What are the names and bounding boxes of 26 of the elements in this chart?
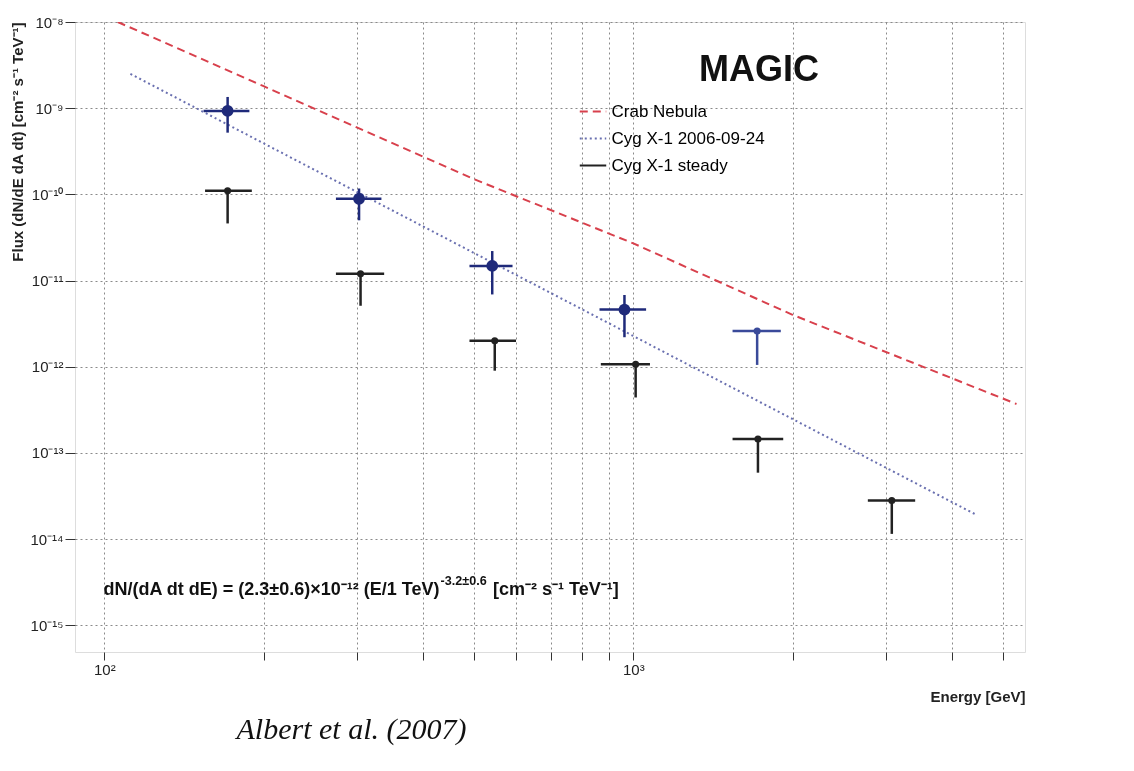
y-tick-label: 10⁻⁸ bbox=[35, 13, 64, 31]
y-axis-title: Flux (dN/dE dA dt) [cm⁻² s⁻¹ TeV⁻¹] bbox=[9, 22, 27, 262]
point bbox=[618, 303, 631, 316]
point bbox=[224, 187, 232, 195]
text: MAGIC bbox=[699, 48, 819, 89]
y-tick-label: 10⁻¹⁵ bbox=[30, 616, 64, 634]
legend-label: Cyg X-1 steady bbox=[611, 155, 729, 175]
legend-label: Cyg X-1 2006-09-24 bbox=[611, 128, 765, 148]
point bbox=[491, 337, 499, 345]
x-axis-title: Energy [GeV] bbox=[930, 687, 1026, 705]
y-tick-label: 10⁻¹² bbox=[31, 358, 64, 376]
point bbox=[754, 435, 762, 443]
text: Albert et al. (2007) bbox=[234, 712, 467, 746]
point bbox=[357, 270, 365, 278]
y-tick-label: 10⁻¹⁴ bbox=[30, 530, 64, 548]
y-tick-label: 10⁻¹³ bbox=[31, 444, 64, 462]
y-tick-label: 10⁻¹¹ bbox=[31, 272, 64, 290]
point bbox=[486, 259, 499, 272]
point bbox=[221, 105, 234, 117]
x-tick-label: 10³ bbox=[623, 660, 645, 678]
y-tick-label: 10⁻¹⁰ bbox=[31, 185, 64, 203]
legend-label: Crab Nebula bbox=[611, 101, 708, 121]
point bbox=[353, 192, 365, 205]
x-tick-label: 10² bbox=[94, 660, 116, 678]
point bbox=[888, 497, 896, 505]
y-tick-label: 10⁻⁹ bbox=[35, 99, 64, 117]
